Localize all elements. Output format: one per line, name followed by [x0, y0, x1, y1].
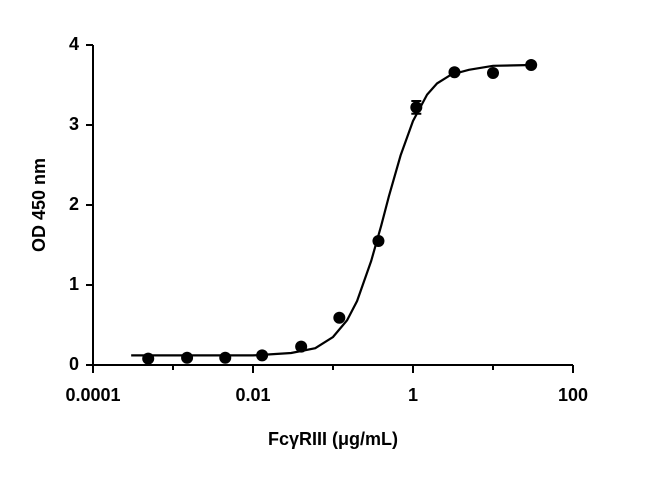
data-point	[181, 351, 194, 364]
y-tick-label: 2	[69, 194, 79, 214]
y-axis-label: OD 450 nm	[29, 158, 49, 252]
fit-curve	[131, 63, 532, 357]
x-tick-label: 0.01	[235, 385, 270, 405]
data-point	[525, 59, 538, 71]
y-tick-label: 1	[69, 274, 79, 294]
x-tick-label: 1	[408, 385, 418, 405]
data-point	[333, 311, 346, 324]
data-point	[219, 351, 232, 364]
y-tick-label: 0	[69, 354, 79, 374]
data-point	[487, 67, 499, 79]
x-axis-label: FcγRIII (μg/mL)	[268, 429, 398, 449]
x-tick-label: 100	[558, 385, 588, 405]
x-tick-label: 0.0001	[65, 385, 120, 405]
y-tick-label: 4	[69, 34, 79, 54]
y-tick-label: 3	[69, 114, 79, 134]
